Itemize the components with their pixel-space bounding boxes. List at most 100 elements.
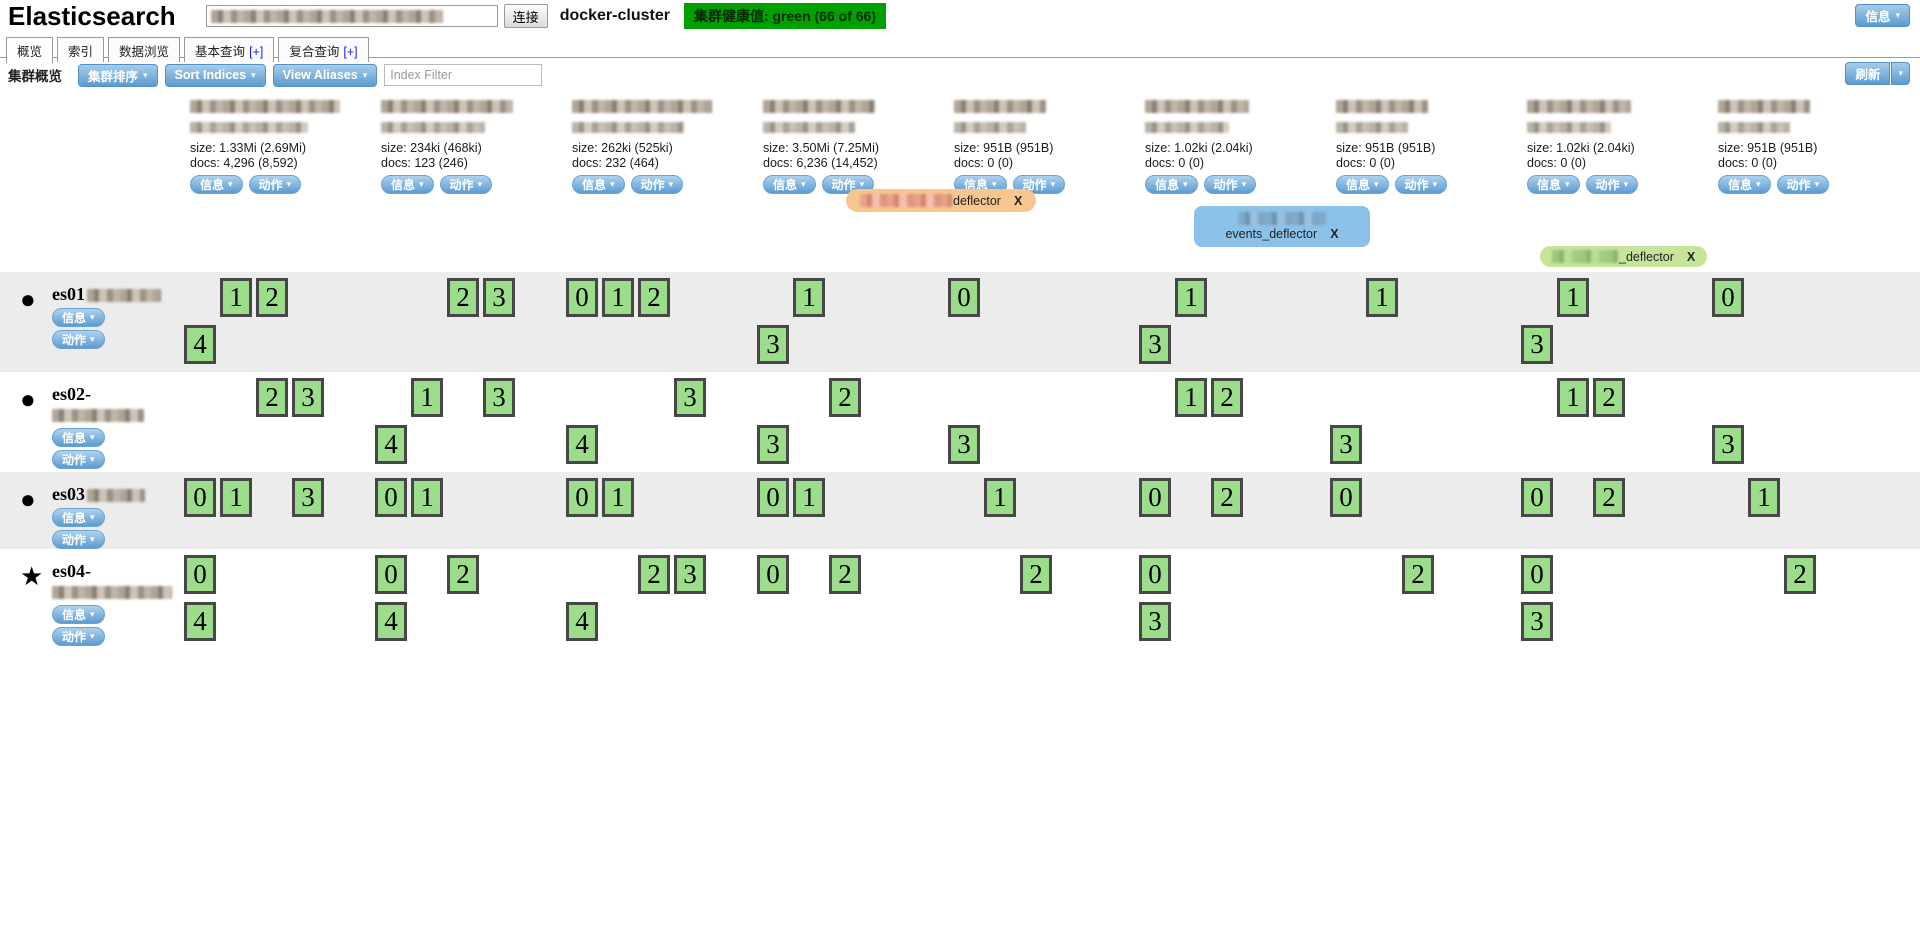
shard-box[interactable]: 3 <box>292 478 324 517</box>
header-info-button[interactable]: 信息 ▾ <box>1855 4 1910 27</box>
shard-box[interactable]: 4 <box>566 602 598 641</box>
shard-box[interactable]: 4 <box>184 602 216 641</box>
node-info-button[interactable]: 信息 ▾ <box>52 428 105 447</box>
shard-box[interactable]: 2 <box>447 555 479 594</box>
shard-box[interactable]: 1 <box>220 278 252 317</box>
index-action-button[interactable]: 动作 ▾ <box>1585 175 1639 194</box>
index-info-button[interactable]: 信息 ▾ <box>190 175 243 194</box>
shard-box[interactable]: 0 <box>1139 555 1171 594</box>
shard-box[interactable]: 3 <box>483 378 515 417</box>
node-action-button[interactable]: 动作 ▾ <box>52 627 105 646</box>
tab-1[interactable]: 概览 <box>6 37 54 63</box>
shard-box[interactable]: 3 <box>1139 602 1171 641</box>
shard-box[interactable]: 2 <box>256 378 288 417</box>
refresh-button[interactable]: 刷新 <box>1845 62 1891 85</box>
shard-box[interactable]: 3 <box>948 425 980 464</box>
shard-box[interactable]: 0 <box>757 478 789 517</box>
alias-close-icon[interactable]: X <box>1686 249 1696 264</box>
index-action-button[interactable]: 动作 ▾ <box>1394 175 1448 194</box>
node-action-button[interactable]: 动作 ▾ <box>52 330 105 349</box>
shard-box[interactable]: 4 <box>184 325 216 364</box>
tab-5[interactable]: 复合查询 [+] <box>278 37 369 62</box>
index-action-button[interactable]: 动作 ▾ <box>1776 175 1830 194</box>
shard-box[interactable]: 2 <box>1211 478 1243 517</box>
shard-box[interactable]: 2 <box>1402 555 1434 594</box>
shard-box[interactable]: 2 <box>1211 378 1243 417</box>
shard-box[interactable]: 2 <box>1784 555 1816 594</box>
shard-box[interactable]: 0 <box>757 555 789 594</box>
sort-indices-button[interactable]: Sort Indices ▾ <box>164 63 266 87</box>
shard-box[interactable]: 2 <box>1593 478 1625 517</box>
view-aliases-button[interactable]: View Aliases ▾ <box>272 63 378 87</box>
index-action-button[interactable]: 动作 ▾ <box>439 175 493 194</box>
tab-2[interactable]: 索引 <box>57 37 105 62</box>
shard-box[interactable]: 3 <box>757 325 789 364</box>
shard-box[interactable]: 1 <box>220 478 252 517</box>
tab-4[interactable]: 基本查询 [+] <box>184 37 275 62</box>
shard-box[interactable]: 1 <box>984 478 1016 517</box>
shard-box[interactable]: 1 <box>1175 378 1207 417</box>
index-info-button[interactable]: 信息 ▾ <box>763 175 816 194</box>
index-info-button[interactable]: 信息 ▾ <box>1718 175 1771 194</box>
shard-box[interactable]: 3 <box>1521 325 1553 364</box>
shard-box[interactable]: 1 <box>602 278 634 317</box>
shard-box[interactable]: 0 <box>1330 478 1362 517</box>
shard-box[interactable]: 3 <box>292 378 324 417</box>
index-action-button[interactable]: 动作 ▾ <box>1203 175 1257 194</box>
shard-box[interactable]: 3 <box>1712 425 1744 464</box>
shard-box[interactable]: 1 <box>793 278 825 317</box>
cluster-sort-button[interactable]: 集群排序 ▾ <box>78 63 158 87</box>
shard-box[interactable]: 2 <box>638 555 670 594</box>
connection-url-input[interactable] <box>205 5 498 27</box>
shard-box[interactable]: 1 <box>1557 278 1589 317</box>
index-info-button[interactable]: 信息 ▾ <box>1145 175 1198 194</box>
shard-box[interactable]: 3 <box>1521 602 1553 641</box>
index-info-button[interactable]: 信息 ▾ <box>381 175 434 194</box>
shard-box[interactable]: 3 <box>1330 425 1362 464</box>
shard-box[interactable]: 0 <box>1139 478 1171 517</box>
index-info-button[interactable]: 信息 ▾ <box>1336 175 1389 194</box>
connect-button[interactable]: 连接 <box>503 4 548 28</box>
shard-box[interactable]: 0 <box>375 555 407 594</box>
shard-box[interactable]: 2 <box>447 278 479 317</box>
shard-box[interactable]: 0 <box>1521 555 1553 594</box>
index-info-button[interactable]: 信息 ▾ <box>1527 175 1580 194</box>
shard-box[interactable]: 1 <box>793 478 825 517</box>
refresh-dropdown-button[interactable]: ▾ <box>1891 62 1910 85</box>
index-action-button[interactable]: 动作 ▾ <box>630 175 684 194</box>
alias-close-icon[interactable]: X <box>1330 227 1339 242</box>
index-info-button[interactable]: 信息 ▾ <box>572 175 625 194</box>
shard-box[interactable]: 1 <box>602 478 634 517</box>
shard-box[interactable]: 0 <box>184 555 216 594</box>
node-info-button[interactable]: 信息 ▾ <box>52 508 105 527</box>
shard-box[interactable]: 1 <box>1748 478 1780 517</box>
shard-box[interactable]: 4 <box>375 602 407 641</box>
node-info-button[interactable]: 信息 ▾ <box>52 308 105 327</box>
shard-box[interactable]: 2 <box>829 555 861 594</box>
shard-box[interactable]: 1 <box>411 378 443 417</box>
shard-box[interactable]: 4 <box>566 425 598 464</box>
node-action-button[interactable]: 动作 ▾ <box>52 450 105 469</box>
tab-3[interactable]: 数据浏览 <box>108 37 181 62</box>
shard-box[interactable]: 2 <box>1593 378 1625 417</box>
shard-box[interactable]: 3 <box>674 378 706 417</box>
shard-box[interactable]: 0 <box>184 478 216 517</box>
index-action-button[interactable]: 动作 ▾ <box>248 175 302 194</box>
shard-box[interactable]: 2 <box>1020 555 1052 594</box>
shard-box[interactable]: 0 <box>375 478 407 517</box>
shard-box[interactable]: 0 <box>1712 278 1744 317</box>
node-action-button[interactable]: 动作 ▾ <box>52 530 105 549</box>
shard-box[interactable]: 0 <box>948 278 980 317</box>
shard-box[interactable]: 2 <box>638 278 670 317</box>
node-info-button[interactable]: 信息 ▾ <box>52 605 105 624</box>
shard-box[interactable]: 4 <box>375 425 407 464</box>
shard-box[interactable]: 2 <box>256 278 288 317</box>
shard-box[interactable]: 0 <box>1521 478 1553 517</box>
shard-box[interactable]: 1 <box>1557 378 1589 417</box>
shard-box[interactable]: 3 <box>483 278 515 317</box>
shard-box[interactable]: 1 <box>1366 278 1398 317</box>
alias-close-icon[interactable]: X <box>1013 193 1023 208</box>
index-filter-input[interactable] <box>384 64 543 86</box>
shard-box[interactable]: 3 <box>757 425 789 464</box>
shard-box[interactable]: 1 <box>1175 278 1207 317</box>
